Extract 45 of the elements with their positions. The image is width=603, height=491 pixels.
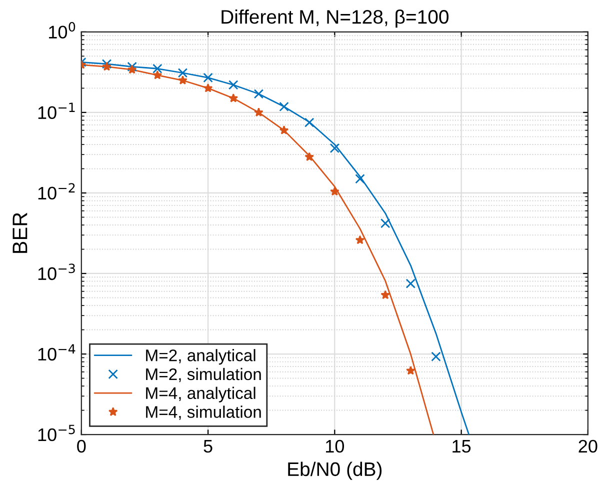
x-tick-label: 15 [452, 440, 471, 453]
point [254, 89, 264, 99]
x-tick-label: 10 [326, 440, 344, 453]
point [406, 278, 416, 288]
chart-title: Different M, N=128, β=100 [222, 9, 448, 28]
point [127, 64, 137, 74]
x-tick-label: 5 [204, 440, 212, 453]
point [254, 108, 264, 117]
point [380, 218, 390, 228]
y-tick-label: 10$^{0}$ [49, 22, 76, 38]
point [431, 352, 441, 362]
point [102, 59, 112, 69]
y-tick-label: 10$^{−5}$ [38, 424, 75, 442]
x-tick-label: 20 [578, 440, 598, 453]
point [279, 102, 289, 112]
y-tick-label: 10$^{−1}$ [38, 102, 75, 120]
legend-label: M=4, analytical [146, 386, 256, 402]
point [228, 80, 238, 90]
point [406, 366, 416, 375]
y-tick-label: 10$^{−4}$ [38, 344, 76, 361]
point [152, 64, 162, 74]
point [178, 68, 188, 78]
point [355, 174, 365, 184]
y-tick-label: 10$^{−2}$ [38, 183, 75, 200]
point [178, 76, 188, 84]
point [127, 62, 137, 72]
point [330, 186, 340, 196]
point [380, 290, 390, 300]
point [228, 93, 238, 102]
point [330, 143, 340, 154]
legend-label: M=4, simulation [146, 406, 261, 420]
legend-label: M=2, simulation [146, 368, 261, 382]
legend-label: M=2, analytical [146, 349, 256, 365]
point [355, 235, 365, 244]
point [102, 62, 112, 71]
x-tick-label: 0 [77, 440, 86, 453]
point [304, 118, 314, 128]
point [203, 83, 213, 92]
point [279, 125, 289, 134]
y-axis-title: BER [12, 212, 28, 253]
point [304, 152, 314, 162]
x-axis-title: Eb/N0 (dB) [288, 462, 382, 480]
point [203, 72, 213, 83]
point [152, 70, 162, 80]
y-tick-label: 10$^{−3}$ [38, 264, 75, 280]
